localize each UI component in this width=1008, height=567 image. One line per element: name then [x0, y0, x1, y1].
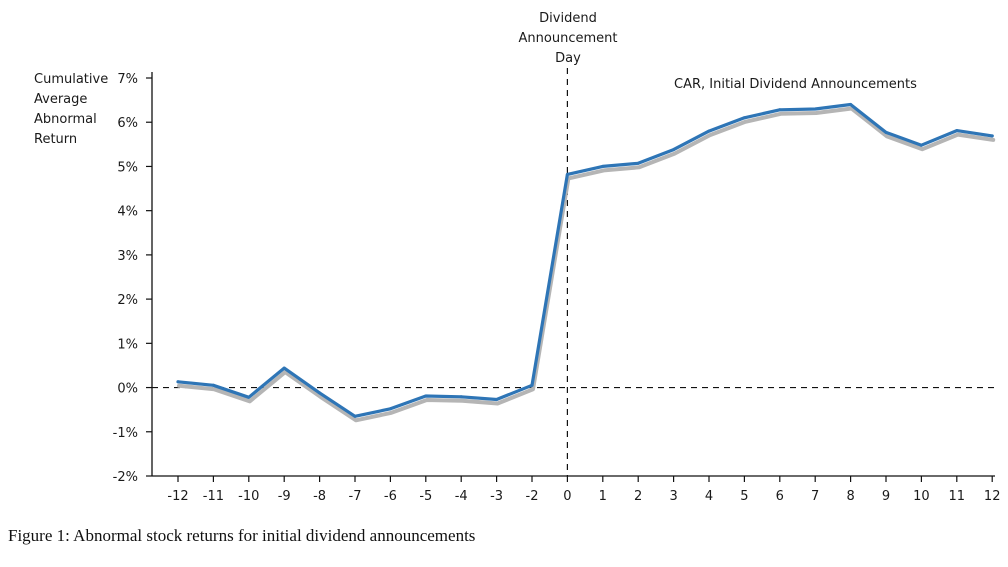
data-point — [849, 103, 853, 106]
x-tick-label: -8 — [313, 489, 326, 504]
data-point — [636, 161, 640, 165]
y-tick-label: 7% — [117, 72, 138, 87]
data-point — [707, 129, 711, 133]
y-tick-label: 4% — [117, 205, 138, 220]
data-point — [884, 130, 888, 134]
data-point — [672, 148, 676, 152]
x-tick-label: 3 — [669, 489, 677, 504]
x-tick-label: -7 — [349, 489, 362, 504]
x-tick-label: 2 — [634, 489, 642, 504]
x-tick-label: 9 — [882, 489, 890, 504]
x-tick-label: 1 — [599, 489, 607, 504]
x-tick-label: 10 — [913, 489, 930, 504]
x-tick-label: 11 — [949, 489, 966, 504]
x-tick-label: 4 — [705, 489, 713, 504]
x-tick-label: -2 — [526, 489, 539, 504]
data-point — [955, 129, 959, 133]
y-tick-label: 3% — [117, 249, 138, 264]
data-point — [388, 407, 392, 411]
data-point — [211, 383, 215, 387]
data-point — [919, 143, 923, 147]
x-tick-label: -3 — [490, 489, 503, 504]
data-point — [282, 366, 286, 370]
y-tick-label: 0% — [117, 382, 138, 397]
y-tick-label: 1% — [117, 337, 138, 352]
data-point — [495, 398, 499, 401]
x-tick-label: -9 — [278, 489, 291, 504]
y-tick-label: 6% — [117, 116, 138, 131]
x-tick-label: -4 — [455, 489, 468, 504]
x-tick-label: -6 — [384, 489, 397, 504]
announcement-day-label-line: Dividend — [539, 11, 597, 26]
y-tick-label: 2% — [117, 293, 138, 308]
y-axis-label-line: Abnormal — [34, 112, 97, 127]
data-point — [778, 108, 782, 112]
y-axis-label-line: Cumulative — [34, 72, 108, 87]
data-point — [742, 116, 746, 120]
data-point — [247, 395, 251, 399]
x-tick-label: 12 — [984, 489, 1001, 504]
x-tick-label: -5 — [419, 489, 432, 504]
data-point — [176, 380, 180, 384]
data-point — [318, 391, 322, 395]
legend-label: CAR, Initial Dividend Announcements — [674, 77, 917, 92]
data-point — [813, 107, 817, 111]
data-point — [459, 395, 463, 399]
x-tick-label: 0 — [563, 489, 571, 504]
x-tick-label: -10 — [238, 489, 259, 504]
y-tick-label: 5% — [117, 160, 138, 175]
data-point — [353, 414, 357, 418]
x-tick-label: 8 — [846, 489, 854, 504]
x-tick-label: 5 — [740, 489, 748, 504]
chart: Cumulative Average Abnormal Return Divid… — [34, 11, 1001, 504]
data-point — [990, 134, 994, 138]
y-axis-label-line: Return — [34, 132, 77, 147]
y-axis-label: Cumulative Average Abnormal Return — [34, 72, 108, 147]
x-tick-label: 6 — [776, 489, 784, 504]
series-line — [176, 102, 994, 418]
data-point — [530, 383, 534, 387]
figure-caption: Figure 1: Abnormal stock returns for ini… — [8, 526, 476, 545]
data-point — [601, 164, 605, 168]
announcement-day-label-line: Day — [555, 51, 581, 66]
announcement-day-label-line: Announcement — [519, 31, 618, 46]
y-tick-label: -1% — [113, 426, 138, 441]
x-tick-label: -12 — [167, 489, 188, 504]
data-point — [565, 172, 569, 176]
series-line-shadow — [177, 106, 996, 423]
x-tick-label: -11 — [203, 489, 224, 504]
y-axis-label-line: Average — [34, 92, 87, 107]
y-tick-label: -2% — [113, 470, 138, 485]
data-point — [424, 394, 428, 398]
x-tick-label: 7 — [811, 489, 819, 504]
announcement-day-label: Dividend Announcement Day — [519, 11, 618, 66]
